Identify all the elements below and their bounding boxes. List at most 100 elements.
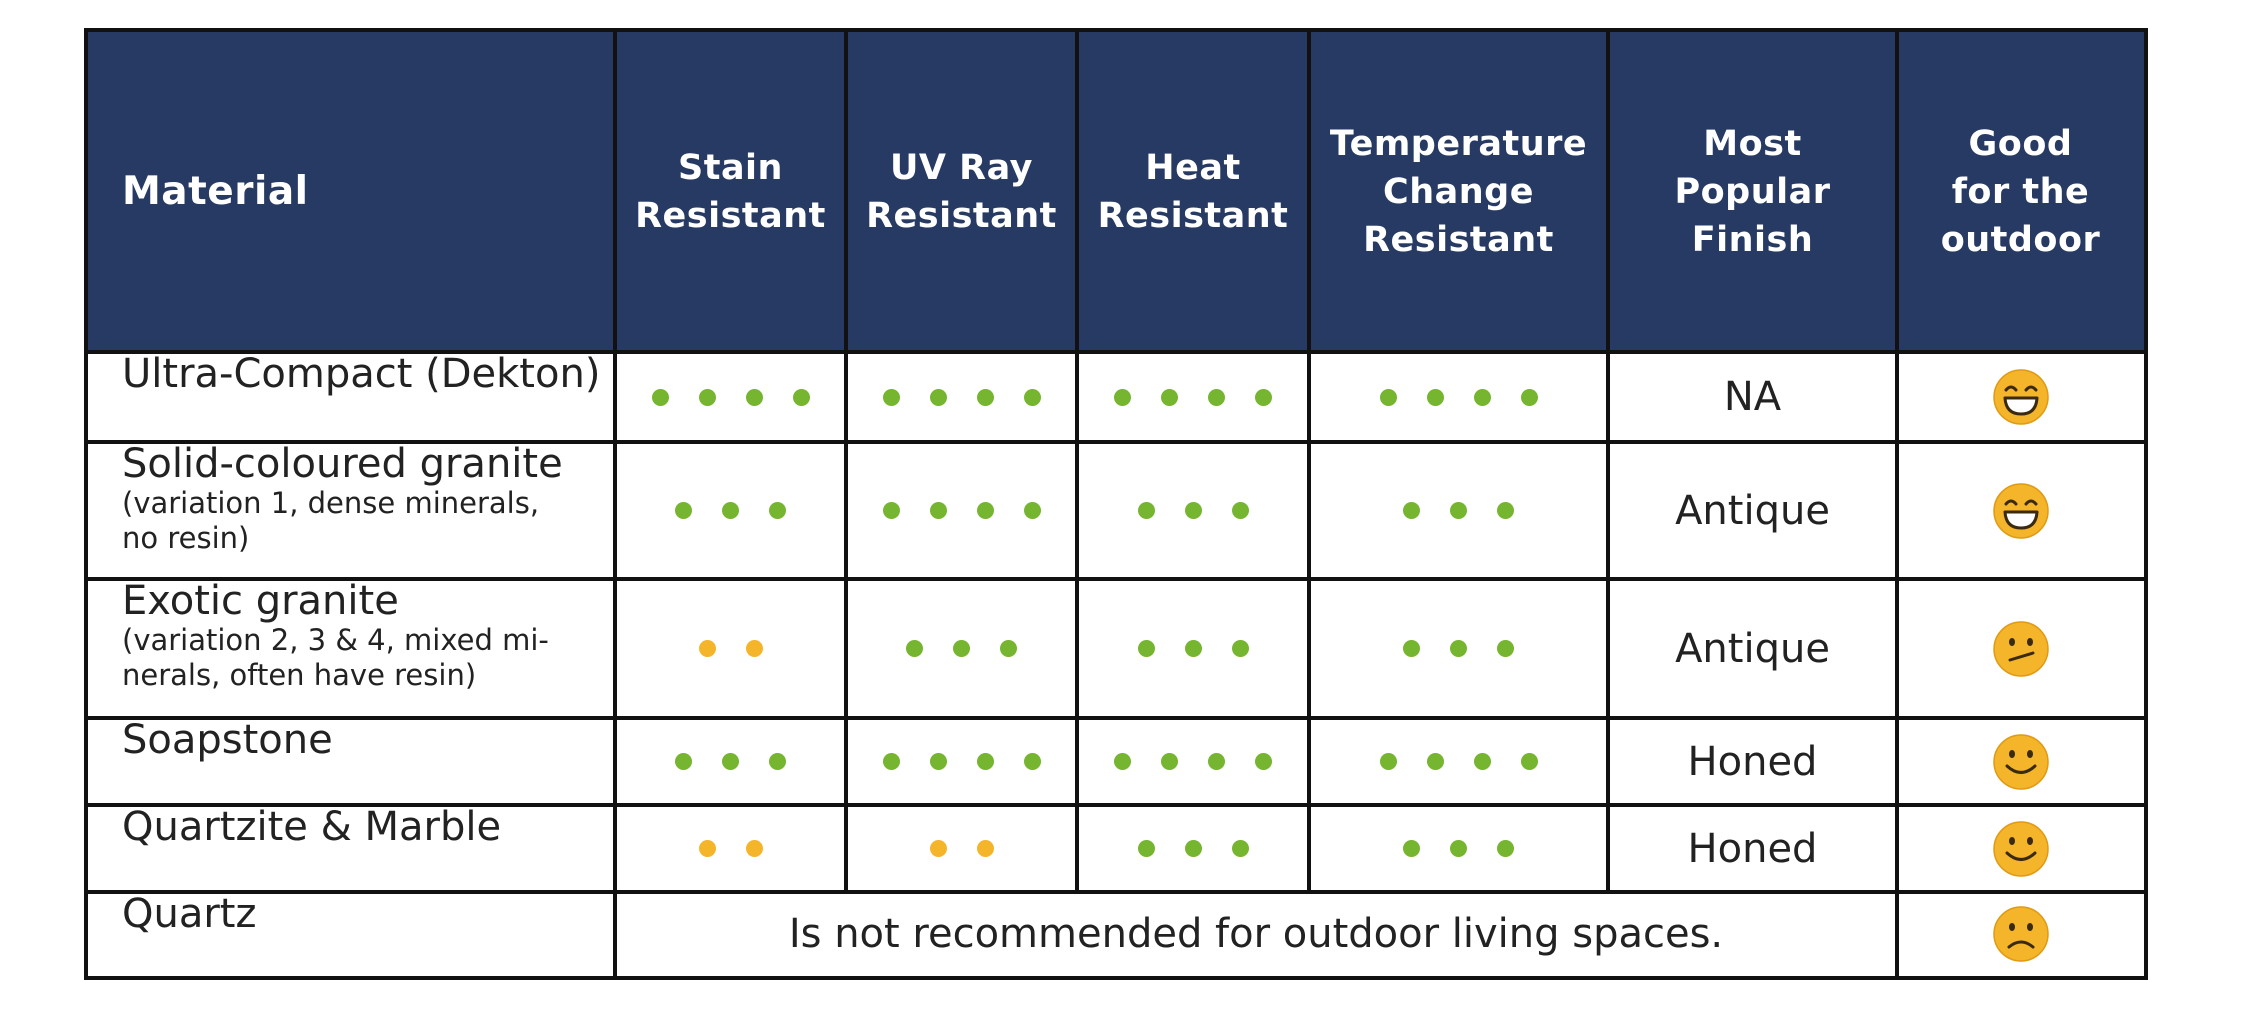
row-divider — [88, 803, 2144, 807]
uv-rating-cell — [846, 442, 1077, 579]
rating-dot-green — [929, 388, 947, 406]
finish-value: Honed — [1687, 738, 1818, 785]
rating-dot-green — [1403, 502, 1420, 519]
rating-dot-green — [675, 753, 692, 770]
not-recommended-cell: Is not recommended for outdoor living sp… — [615, 892, 1897, 976]
skeptical-face-icon — [1992, 620, 2050, 678]
stain-rating-cell — [615, 805, 846, 892]
rating-dot-green — [882, 502, 900, 519]
rating-dot-green — [882, 753, 900, 770]
rating-dot-green — [1114, 753, 1131, 770]
temp-rating-dots — [1403, 840, 1514, 857]
rating-dot-green — [1000, 640, 1017, 657]
rating-dot-green — [1450, 502, 1467, 519]
uv-rating-cell — [846, 805, 1077, 892]
rating-dot-green — [1184, 840, 1202, 857]
laughing-face-icon — [1992, 482, 2050, 540]
stain-rating-cell — [615, 718, 846, 805]
header-stain: Stain Resistant — [615, 32, 846, 352]
table-row: Soapstone Honed — [88, 718, 2144, 805]
uv-rating-cell — [846, 579, 1077, 718]
stain-rating-dots — [698, 640, 763, 657]
rating-dot-green — [792, 388, 810, 406]
header-finish: Most Popular Finish — [1608, 32, 1897, 352]
temp-rating-dots — [1379, 388, 1538, 406]
rating-dot-green — [1184, 640, 1202, 657]
rating-dot-green — [929, 502, 947, 519]
rating-dot-green — [1161, 388, 1178, 406]
stain-rating-cell — [615, 579, 846, 718]
rating-dot-green — [1497, 640, 1514, 657]
temp-rating-dots — [1403, 640, 1514, 657]
table-row: Quartzite & Marble Honed — [88, 805, 2144, 892]
uv-rating-dots — [882, 502, 1041, 519]
column-divider — [1075, 32, 1079, 892]
rating-dot-green — [976, 753, 994, 770]
heat-rating-cell — [1077, 718, 1309, 805]
rating-dot-green — [769, 753, 786, 770]
heat-rating-dots — [1137, 640, 1249, 657]
rating-dot-green — [1137, 640, 1155, 657]
row-divider — [88, 350, 2144, 354]
finish-value: Antique — [1675, 487, 1830, 534]
rating-dot-green — [1379, 388, 1397, 406]
header-label: Material — [122, 169, 309, 214]
uv-rating-cell — [846, 718, 1077, 805]
temp-rating-cell — [1309, 718, 1608, 805]
rating-dot-green — [1023, 502, 1041, 519]
outdoor-cell — [1897, 352, 2144, 442]
rating-dot-orange — [698, 840, 716, 857]
temp-rating-dots — [1403, 502, 1514, 519]
rating-dot-orange — [976, 840, 994, 857]
materials-table: Material Stain Resistant UV Ray Resistant H… — [84, 28, 2148, 980]
header-label: Heat Resistant — [1097, 148, 1289, 236]
rating-dot-green — [1255, 753, 1272, 770]
rating-dot-green — [745, 388, 763, 406]
uv-rating-dots — [929, 840, 994, 857]
uv-rating-dots — [906, 640, 1017, 657]
header-label: UV Ray Resistant — [866, 148, 1057, 236]
rating-dot-green — [1255, 388, 1272, 406]
header-outdoor: Good for the outdoor — [1897, 32, 2144, 352]
header-label: Temperature Change Resistant — [1329, 124, 1588, 260]
rating-dot-green — [1114, 388, 1131, 406]
rating-dot-green — [675, 502, 692, 519]
rating-dot-green — [1450, 640, 1467, 657]
finish-cell: Honed — [1608, 718, 1897, 805]
stain-rating-dots — [675, 753, 786, 770]
row-divider — [88, 716, 2144, 720]
rating-dot-green — [1497, 502, 1514, 519]
material-name: Soapstone — [122, 717, 333, 763]
row-divider — [88, 577, 2144, 581]
header-label: Stain Resistant — [635, 148, 826, 236]
header-label: Good for the outdoor — [1940, 124, 2101, 260]
header-material: Material — [88, 32, 615, 352]
heat-rating-dots — [1137, 840, 1249, 857]
temp-rating-cell — [1309, 805, 1608, 892]
temp-rating-cell — [1309, 352, 1608, 442]
heat-rating-dots — [1137, 502, 1249, 519]
rating-dot-green — [1520, 388, 1538, 406]
rating-dot-green — [1231, 502, 1249, 519]
rating-dot-green — [1379, 753, 1397, 770]
material-name: Exotic granite — [122, 578, 399, 624]
header-temp: Temperature Change Resistant — [1309, 32, 1608, 352]
smiling-face-icon — [1992, 820, 2050, 878]
rating-dot-green — [1023, 388, 1041, 406]
rating-dot-green — [651, 388, 669, 406]
header-heat: Heat Resistant — [1077, 32, 1309, 352]
rating-dot-green — [1473, 753, 1491, 770]
rating-dot-green — [1426, 753, 1444, 770]
outdoor-cell — [1897, 805, 2144, 892]
rating-dot-green — [882, 388, 900, 406]
rating-dot-green — [1231, 840, 1249, 857]
rating-dot-green — [1161, 753, 1178, 770]
material-cell: Quartz — [88, 892, 615, 976]
heat-rating-dots — [1114, 753, 1272, 770]
column-divider — [1307, 32, 1311, 892]
rating-dot-green — [1450, 840, 1467, 857]
material-cell: Soapstone — [88, 718, 615, 805]
rating-dot-green — [1497, 840, 1514, 857]
material-name: Ultra-Compact (Dekton) — [122, 351, 601, 397]
stain-rating-cell — [615, 442, 846, 579]
